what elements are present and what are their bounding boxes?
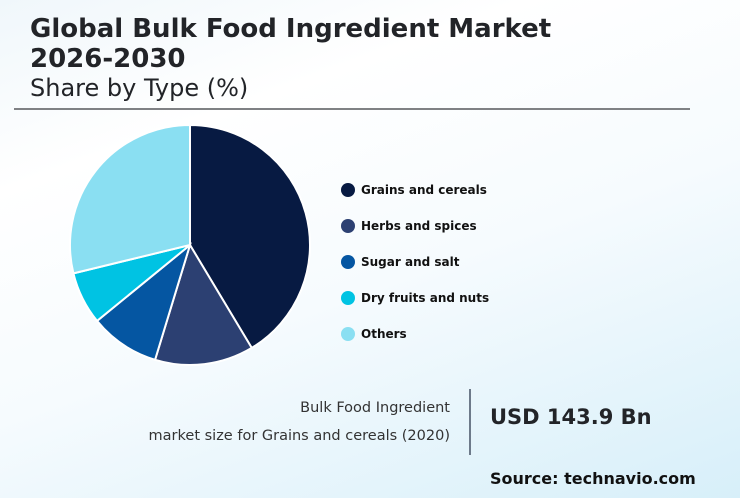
chart-title: Global Bulk Food Ingredient Market 2026-… — [30, 14, 551, 74]
chart-subtitle: Share by Type (%) — [30, 74, 249, 102]
legend-swatch-icon — [341, 255, 355, 269]
title-line-1: Global Bulk Food Ingredient Market — [30, 14, 552, 44]
legend-item-herbs: Herbs and spices — [341, 208, 489, 244]
stat-divider — [469, 389, 471, 455]
legend: Grains and cereals Herbs and spices Suga… — [341, 172, 489, 352]
pie-slice-grains-and-cereals — [189, 123, 311, 350]
pie-chart — [69, 123, 311, 366]
title-line-2: 2026-2030 — [30, 44, 186, 74]
legend-item-sugar: Sugar and salt — [341, 244, 489, 280]
stat-label-line-2: market size for Grains and cereals (2020… — [148, 428, 450, 444]
stat-label-line-1: Bulk Food Ingredient — [300, 400, 450, 416]
header-divider — [14, 108, 690, 110]
legend-item-grains: Grains and cereals — [341, 172, 489, 208]
pie-slice-others — [69, 123, 191, 275]
legend-item-others: Others — [341, 316, 489, 352]
legend-swatch-icon — [341, 327, 355, 341]
source-credit: Source: technavio.com — [490, 469, 696, 488]
legend-swatch-icon — [341, 219, 355, 233]
legend-swatch-icon — [341, 291, 355, 305]
pie-slice-herbs-and-spices — [153, 242, 254, 366]
stat-value: USD 143.9 Bn — [490, 405, 652, 429]
legend-swatch-icon — [341, 183, 355, 197]
legend-item-dry-fruits: Dry fruits and nuts — [341, 280, 489, 316]
